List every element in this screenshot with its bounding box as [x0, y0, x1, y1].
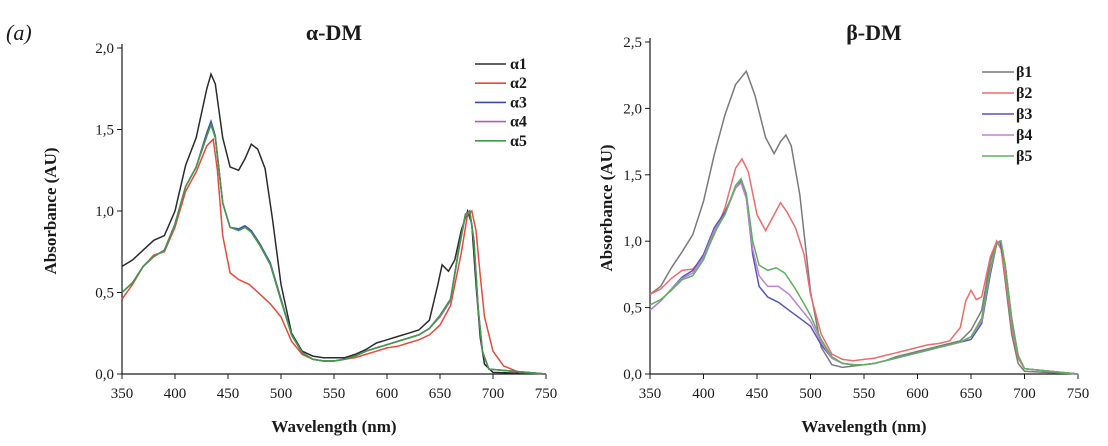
alpha-x-tick-label: 350 — [111, 386, 134, 402]
alpha-series-line-3 — [121, 118, 547, 375]
alpha-x-tick-label: 600 — [376, 386, 399, 402]
beta-x-tick-label: 550 — [853, 386, 876, 402]
beta-legend-label-5: β5 — [1016, 148, 1032, 165]
alpha-x-tick-label: 750 — [535, 386, 558, 402]
beta-x-tick-label: 700 — [1013, 386, 1036, 402]
alpha-y-tick-label: 0,5 — [95, 286, 114, 302]
alpha-chart-title: α-DM — [306, 20, 362, 45]
beta-legend-label-3: β3 — [1016, 106, 1032, 123]
beta-y-tick-label: 1,5 — [623, 168, 642, 184]
alpha-legend-label-5: α5 — [510, 133, 527, 150]
alpha-series-line-2 — [121, 137, 547, 375]
beta-x-tick-label: 450 — [746, 386, 769, 402]
alpha-x-tick-label: 550 — [323, 386, 346, 402]
alpha-x-tick-label: 650 — [429, 386, 452, 402]
beta-y-tick-label: 2,0 — [623, 101, 642, 117]
beta-chart-title: β-DM — [846, 20, 902, 45]
beta-series-line-2 — [649, 157, 1079, 375]
beta-x-tick-label: 600 — [906, 386, 929, 402]
beta-y-tick-label: 1,0 — [623, 234, 642, 250]
beta-series-line-5 — [649, 177, 1079, 375]
beta-y-axis-label: Absorbance (AU) — [597, 144, 616, 271]
beta-x-tick-label: 500 — [799, 386, 822, 402]
beta-x-axis-label: Wavelength (nm) — [801, 417, 926, 436]
alpha-y-tick-label: 1,0 — [95, 204, 114, 220]
alpha-y-tick-label: 1,5 — [95, 123, 114, 139]
beta-series-line-1 — [649, 69, 1079, 375]
beta-x-tick-label: 750 — [1067, 386, 1090, 402]
alpha-x-tick-label: 500 — [270, 386, 293, 402]
alpha-y-axis-label: Absorbance (AU) — [41, 147, 60, 274]
chart-alpha-dm: 350 400 450 500 550 600 650 700 750 0,0 0,5 1,0 1,5 2… — [41, 20, 557, 436]
beta-legend-label-2: β2 — [1016, 85, 1032, 102]
beta-legend-label-1: β1 — [1016, 64, 1032, 81]
alpha-x-tick-label: 400 — [164, 386, 187, 402]
beta-x-tick-label: 350 — [639, 386, 662, 402]
alpha-x-tick-label: 450 — [217, 386, 240, 402]
alpha-y-tick-label: 0,0 — [95, 367, 114, 383]
alpha-legend-label-2: α2 — [510, 75, 527, 92]
alpha-series-line-1 — [121, 71, 547, 375]
chart-beta-dm: 350 400 450 500 550 600 650 700 750 0,0 0,5 1,0 1,5 2… — [597, 20, 1089, 436]
alpha-series-line-4 — [121, 122, 547, 375]
alpha-y-tick-label: 2,0 — [95, 41, 114, 57]
beta-y-tick-label: 0,0 — [623, 367, 642, 383]
alpha-legend-label-4: α4 — [510, 114, 527, 131]
alpha-series-line-5 — [121, 122, 547, 375]
alpha-legend-label-3: α3 — [510, 94, 527, 111]
beta-x-tick-label: 650 — [960, 386, 983, 402]
beta-legend-label-4: β4 — [1016, 127, 1032, 144]
alpha-x-tick-label: 700 — [482, 386, 505, 402]
beta-y-tick-label: 0,5 — [623, 301, 642, 317]
alpha-x-axis-label: Wavelength (nm) — [271, 417, 396, 436]
beta-y-tick-label: 2,5 — [623, 35, 642, 51]
beta-x-tick-label: 400 — [692, 386, 715, 402]
alpha-legend-label-1: α1 — [510, 56, 527, 73]
panel-label: (a) — [6, 20, 32, 45]
